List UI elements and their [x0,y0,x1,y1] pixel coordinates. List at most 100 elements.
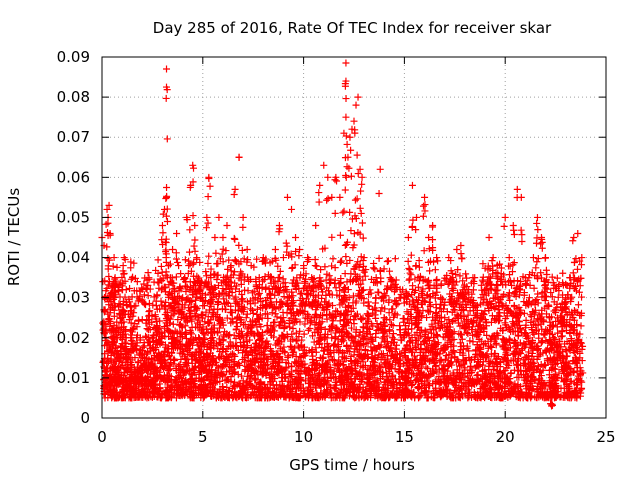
data-point-bg [301,314,309,322]
data-point-bg [423,314,431,322]
data-point-bg [255,289,263,297]
data-point-bg [157,297,165,305]
data-point-bg [331,341,339,349]
data-point-col [186,226,194,234]
data-point-bg [134,297,142,305]
data-point-bg [418,289,426,297]
data-point [111,274,119,282]
data-point-bg [389,322,397,330]
data-point-bg [193,293,201,301]
data-point-bg [326,369,334,377]
data-point-bg [384,257,392,265]
data-point [173,229,181,237]
data-point-bg [461,373,469,381]
data-point-col [172,273,180,281]
data-point-bg [385,296,393,304]
data-point-bg [437,280,445,288]
data-point-bg [443,308,451,316]
data-point [152,302,160,310]
data-point-bg [153,305,161,313]
data-point-bg [532,321,540,329]
data-point-bg [113,263,121,271]
data-point-bg [556,312,564,320]
data-point-bg [567,297,575,305]
data-point-bg [488,312,496,320]
data-point-bg [140,291,148,299]
data-point-bg [451,386,459,394]
data-point-bg [477,374,485,382]
data-point-col [172,255,180,263]
data-point-bg [226,331,234,339]
data-point-bg [366,286,374,294]
data-point-bg [573,321,581,329]
data-point-bg [459,306,467,314]
data-point-bg [214,329,222,337]
data-point-bg [567,335,575,343]
data-point-bg [254,371,262,379]
data-point-bg [406,275,414,283]
data-point-bg [351,338,359,346]
data-point-bg [557,333,565,341]
data-point-bg [547,289,555,297]
data-point-bg [407,271,415,279]
data-point-bg [448,285,456,293]
data-point-bg [309,332,317,340]
data-point-bg [325,299,333,307]
data-point-col [189,212,197,220]
data-point-bg [525,348,533,356]
data-point-bg [462,270,470,278]
data-point-col [104,254,112,262]
data-point-bg [127,258,135,266]
data-point-bg [370,259,378,267]
data-point-bg [231,257,239,265]
data-point-bg [543,285,551,293]
data-point-bg [416,277,424,285]
data-point [158,221,166,229]
data-point-bg [483,331,491,339]
data-point-bg [542,348,550,356]
data-point-bg [405,264,413,272]
data-point-bg [360,299,368,307]
data-point-bg [238,372,246,380]
data-point-bg [534,254,542,262]
data-point-bg [219,285,227,293]
data-point [175,262,183,270]
data-point-bg [238,270,246,278]
data-point-bg [568,322,576,330]
data-point-bg [281,349,289,357]
data-point-col [104,219,112,227]
data-point-bg [380,265,388,273]
data-point-bg [239,297,247,305]
data-point-col [186,248,194,256]
data-point-bg [464,330,472,338]
data-point-bg [333,308,341,316]
data-point-bg [532,264,540,272]
data-point-bg [389,305,397,313]
data-point-bg [457,330,465,338]
data-point-bg [128,274,136,282]
data-point-bg [405,319,413,327]
data-point-bg [553,274,561,282]
data-point [177,270,185,278]
data-point-bg [451,281,459,289]
data-point-bg [118,274,126,282]
data-point-bg [377,350,385,358]
data-point-bg [440,361,448,369]
data-point-bg [321,263,329,271]
data-point-bg [385,327,393,335]
data-point-bg [130,287,138,295]
data-point-bg [330,342,338,350]
data-point-bg [162,298,170,306]
data-point-bg [530,330,538,338]
data-point-bg [246,372,254,380]
data-point-col [163,218,171,226]
data-point-bg [174,316,182,324]
data-points [98,59,587,410]
data-point-bg [328,262,336,270]
data-point-bg [143,325,151,333]
data-point-bg [576,257,584,265]
data-point-bg [138,316,146,324]
data-point-bg [349,292,357,300]
data-point-col [190,242,198,250]
